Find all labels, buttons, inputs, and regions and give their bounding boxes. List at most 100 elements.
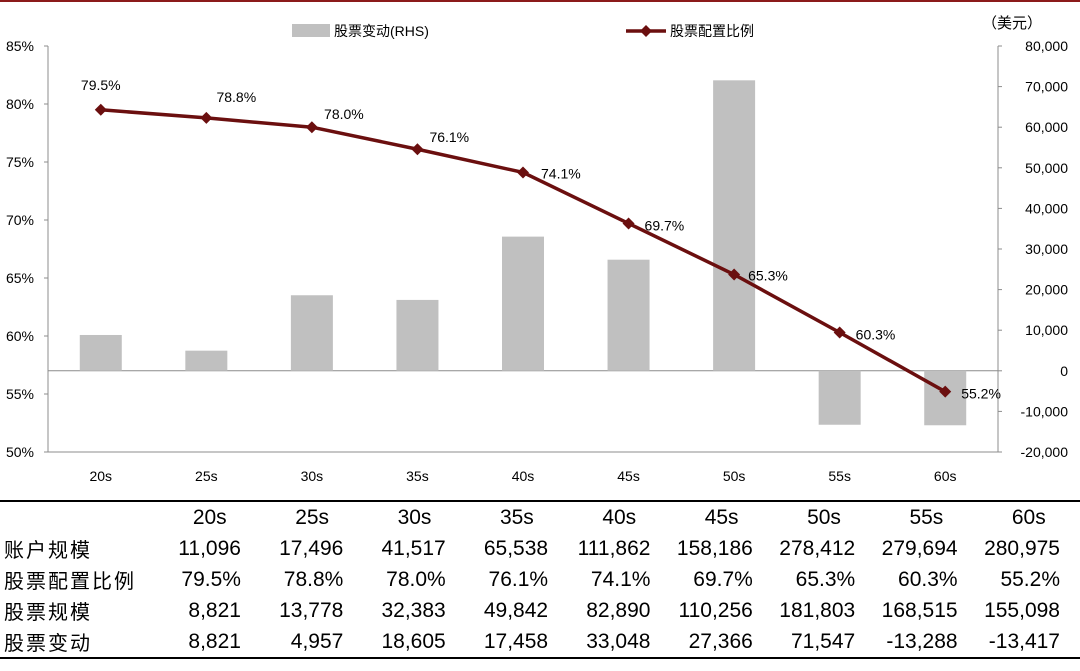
table-cell: 71,547 <box>772 626 876 659</box>
table-header-cell: 35s <box>465 500 569 533</box>
x-tick-label: 35s <box>406 468 429 484</box>
table-cell: 18,605 <box>363 626 466 659</box>
x-tick-label: 20s <box>89 468 112 484</box>
x-tick-label: 55s <box>828 468 851 484</box>
left-tick-label: 85% <box>6 38 34 54</box>
legend-label-bar: 股票变动(RHS) <box>334 23 429 39</box>
legend-swatch-bar <box>292 24 330 37</box>
table-row: 股票配置比例 79.5% 78.8% 78.0% 76.1% 74.1% 69.… <box>0 564 1080 595</box>
table-cell: 55.2% <box>1000 567 1060 591</box>
table-cell: 155,098 <box>984 598 1060 622</box>
left-tick-label: 65% <box>6 270 34 286</box>
table-header-cell: 50s <box>772 500 876 533</box>
table-cell: 60.3% <box>898 567 958 591</box>
table-header-row: 20s 25s 30s 35s 40s 45s 50s 55s 60s <box>0 500 1080 533</box>
bar-20s <box>79 334 122 371</box>
line-point-45s <box>622 217 635 230</box>
right-tick-label: 70,000 <box>1025 79 1068 95</box>
right-tick-label: 30,000 <box>1025 241 1068 257</box>
row-label-stock-ratio: 股票配置比例 <box>4 569 136 593</box>
line-point-60s <box>939 385 952 398</box>
table-corner-cell <box>0 500 159 533</box>
legend-label-line: 股票配置比例 <box>670 23 754 39</box>
x-tick-label: 45s <box>617 468 640 484</box>
table-cell: 41,517 <box>381 536 446 560</box>
x-tick-label: 25s <box>195 468 218 484</box>
table-cell: 168,515 <box>881 598 958 622</box>
line-data-label: 65.3% <box>748 268 788 284</box>
bar-25s <box>185 350 228 371</box>
table-cell: 27,366 <box>670 626 773 659</box>
line-point-40s <box>517 166 529 179</box>
top-border-line <box>0 0 1080 2</box>
right-tick-label: 60,000 <box>1025 119 1068 135</box>
right-tick-label: -20,000 <box>1021 444 1069 460</box>
table-cell: 278,412 <box>779 536 856 560</box>
table-cell: 280,975 <box>984 536 1060 560</box>
table-header-cell: 40s <box>568 500 671 533</box>
right-tick-label: 40,000 <box>1025 200 1068 216</box>
right-tick-label: 80,000 <box>1025 38 1068 54</box>
table-cell: 78.8% <box>283 567 344 591</box>
table-cell: 78.0% <box>386 567 446 591</box>
line-point-25s <box>200 111 213 124</box>
table-cell: 4,957 <box>260 626 364 659</box>
line-data-label: 55.2% <box>961 386 1001 402</box>
table-cell: 33,048 <box>568 626 671 659</box>
bar-60s <box>924 370 967 426</box>
table-cell: 82,890 <box>586 598 651 622</box>
table-row: 账户规模 11,096 17,496 41,517 65,538 111,862… <box>0 533 1080 564</box>
data-table: 20s 25s 30s 35s 40s 45s 50s 55s 60s 账户规模… <box>0 500 1080 659</box>
table-header-cell: 25s <box>260 500 364 533</box>
table-cell: 65.3% <box>795 567 856 591</box>
table-header-cell: 60s <box>977 500 1080 533</box>
bar-40s <box>502 236 544 371</box>
row-label-account-size: 账户规模 <box>4 538 92 562</box>
line-data-label: 78.0% <box>324 106 364 122</box>
right-tick-label: -10,000 <box>1021 403 1069 419</box>
right-tick-label: 0 <box>1060 363 1068 379</box>
table-cell: 17,496 <box>279 536 344 560</box>
table-cell: 11,096 <box>178 536 241 560</box>
table-cell: 279,694 <box>881 536 958 560</box>
line-point-35s <box>411 143 424 156</box>
row-label-stock-change: 股票变动 <box>0 626 159 659</box>
right-tick-label: 50,000 <box>1025 160 1068 176</box>
combo-chart: 85% 80% 75% 70% 65% 60% 55% 50% 80,000 70,000 60,0… <box>6 15 1069 484</box>
table-row: 股票变动 8,821 4,957 18,605 17,458 33,048 27… <box>0 626 1080 659</box>
table-header-cell: 45s <box>670 500 773 533</box>
left-tick-label: 80% <box>6 96 34 112</box>
table-cell: 17,458 <box>465 626 569 659</box>
row-label-stock-size: 股票规模 <box>4 600 92 624</box>
table-cell: 74.1% <box>590 567 651 591</box>
line-point-55s <box>833 326 846 339</box>
bar-45s <box>607 259 650 371</box>
table-header-cell: 55s <box>875 500 978 533</box>
table-header-cell: 20s <box>158 500 261 533</box>
table-cell: 49,842 <box>483 598 549 622</box>
table-cell: -13,288 <box>875 626 978 659</box>
x-tick-label: 60s <box>934 468 957 484</box>
left-tick-label: 70% <box>6 212 34 228</box>
table-cell: 79.5% <box>181 567 241 591</box>
line-point-20s <box>94 103 107 116</box>
line-data-label: 78.8% <box>216 89 256 105</box>
legend-swatch-marker <box>640 25 652 37</box>
bar-30s <box>290 295 333 371</box>
table-cell: 158,186 <box>676 536 753 560</box>
line-data-label: 69.7% <box>645 217 685 233</box>
line-data-label: 74.1% <box>541 165 581 181</box>
left-tick-label: 75% <box>6 154 34 170</box>
table-cell: 181,803 <box>779 598 856 622</box>
line-data-label: 60.3% <box>856 327 896 343</box>
x-tick-label: 50s <box>723 468 746 484</box>
table-cell: 110,256 <box>678 598 753 622</box>
x-tick-label: 30s <box>301 468 324 484</box>
right-tick-label: 10,000 <box>1025 322 1068 338</box>
table-cell: 76.1% <box>488 567 549 591</box>
bar-55s <box>818 370 861 425</box>
right-axis-unit-label: （美元） <box>982 15 1042 32</box>
table-cell: 65,538 <box>483 536 549 560</box>
table-cell: 32,383 <box>381 598 446 622</box>
table-cell: 8,821 <box>188 598 241 622</box>
